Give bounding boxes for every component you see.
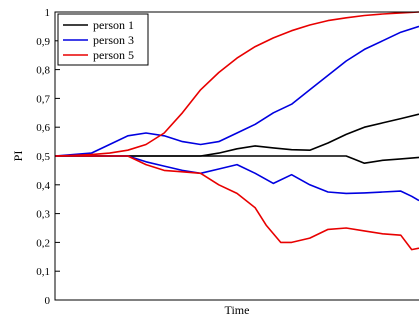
y-tick-label: 0,1 — [36, 266, 50, 278]
plot-area-frame — [54, 11, 419, 301]
series-line-person-3 — [54, 25, 419, 157]
series-line-person-3 — [55, 155, 419, 202]
y-axis-ticks: 0 0,1 0,2 0,3 0,4 0,5 0,6 0,7 0,8 0,9 1 — [36, 7, 60, 307]
series-line-person-1 — [55, 113, 419, 157]
y-axis-label: PI — [11, 151, 25, 162]
series-line-person-1 — [55, 155, 419, 164]
series-line-person-5 — [54, 11, 419, 157]
legend-label: person 1 — [93, 18, 134, 32]
y-tick-label: 0,2 — [36, 237, 50, 249]
x-axis-label: Time — [225, 303, 250, 317]
legend-label: person 5 — [93, 48, 134, 62]
y-tick-label: 0 — [45, 295, 51, 307]
series-layer — [54, 11, 419, 251]
y-tick-label: 1 — [45, 7, 51, 19]
legend-label: person 3 — [93, 33, 134, 47]
y-tick-label: 0,6 — [36, 122, 50, 134]
y-tick-label: 0,9 — [36, 36, 50, 48]
y-tick-label: 0,4 — [36, 180, 50, 192]
series-line-person-5 — [55, 155, 419, 251]
y-tick-label: 0,8 — [36, 65, 50, 77]
y-tick-label: 0,5 — [36, 151, 50, 163]
legend-box — [57, 13, 149, 66]
y-tick-label: 0,3 — [36, 209, 50, 221]
y-tick-label: 0,7 — [36, 93, 50, 105]
